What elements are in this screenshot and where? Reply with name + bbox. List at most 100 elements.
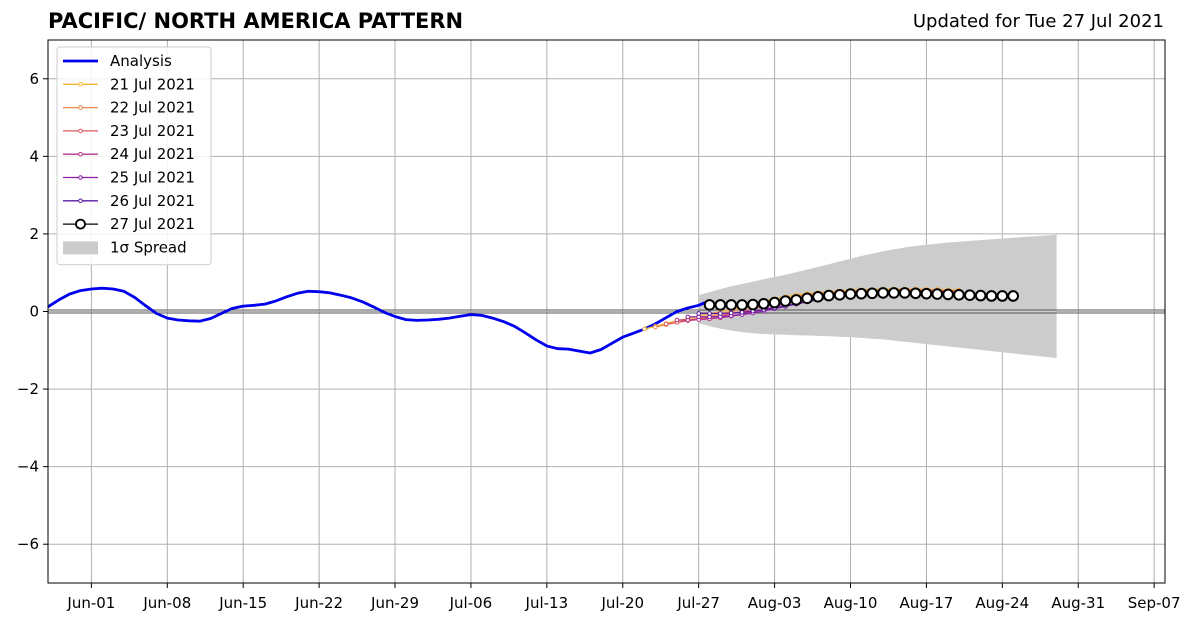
analysis-line (48, 286, 711, 355)
forecast-point (725, 299, 738, 311)
grid (48, 40, 1165, 583)
spread-band (698, 234, 1057, 358)
forecast-point (728, 310, 734, 316)
forecast-point (736, 299, 748, 311)
y-tick-label: −4 (17, 458, 39, 476)
legend-label: 22 Jul 2021 (110, 99, 195, 117)
legend-label: 27 Jul 2021 (110, 215, 195, 233)
forecast-point (674, 317, 680, 323)
x-tick-label: Jul-06 (449, 594, 493, 612)
legend-marker (78, 128, 83, 134)
x-tick-label: Aug-03 (748, 594, 802, 612)
forecast-27-jul-2021 (703, 287, 1019, 311)
forecast-point (812, 290, 824, 303)
forecast-point (779, 295, 792, 307)
legend-item: 25 Jul 2021 (63, 169, 195, 187)
legend-marker (78, 105, 83, 110)
forecast-point (696, 311, 701, 316)
legend-label: 25 Jul 2021 (110, 169, 195, 187)
forecast-point (714, 299, 727, 311)
legend-item: 26 Jul 2021 (63, 192, 195, 210)
forecast-point (663, 321, 669, 327)
forecast-point (757, 297, 770, 310)
x-tick-label: Aug-17 (900, 594, 954, 612)
spread-area (698, 234, 1057, 358)
legend-item: 24 Jul 2021 (63, 145, 195, 163)
forecast-point (877, 287, 889, 299)
x-tick-label: Jun-15 (218, 594, 267, 612)
x-tick-label: Aug-24 (975, 594, 1029, 612)
y-axis: −6 −4 −2 0 2 4 6 (17, 70, 48, 553)
legend-item: 1σ Spread (63, 238, 187, 256)
x-tick-label: Sep-07 (1128, 594, 1181, 612)
legend-item: 27 Jul 2021 (63, 215, 195, 233)
x-tick-label: Jul-27 (676, 594, 720, 612)
y-tick-label: 0 (29, 303, 39, 321)
x-axis: Jun-01 Jun-08 Jun-15 Jun-22 Jun-29 Jul-06 Jul-… (66, 583, 1181, 612)
forecast-point (909, 287, 922, 300)
legend-marker (78, 151, 83, 157)
x-tick-label: Jul-13 (525, 594, 569, 612)
forecast-point (823, 289, 835, 302)
legend-item: 23 Jul 2021 (63, 122, 195, 140)
forecast-point (768, 296, 781, 309)
legend-swatch (63, 241, 98, 255)
legend-marker (78, 175, 83, 180)
legend-label: 26 Jul 2021 (110, 192, 195, 210)
forecast-point (653, 324, 658, 330)
updated-label: Updated for Tue 27 Jul 2021 (912, 11, 1164, 32)
chart-title: PACIFIC/ NORTH AMERICA PATTERN (48, 9, 464, 33)
y-tick-label: 4 (29, 147, 39, 165)
forecast-point (866, 287, 878, 300)
x-tick-label: Jun-22 (294, 594, 343, 612)
x-tick-label: Aug-31 (1051, 594, 1105, 612)
forecast-point (974, 289, 987, 302)
legend-item: 22 Jul 2021 (63, 99, 195, 117)
forecast-point (888, 287, 900, 299)
y-tick-label: −6 (17, 535, 39, 553)
legend-item: 21 Jul 2021 (63, 75, 195, 93)
legend-item: Analysis (63, 52, 172, 70)
forecast-point (953, 289, 965, 301)
legend-label: 21 Jul 2021 (110, 75, 195, 93)
x-tick-label: Jul-20 (600, 594, 644, 612)
analysis-series (48, 286, 711, 355)
legend-label: 23 Jul 2021 (110, 122, 195, 140)
forecast-point (718, 311, 723, 316)
forecast-point (833, 289, 846, 301)
x-tick-label: Jun-29 (370, 594, 419, 612)
forecast-point (963, 289, 976, 302)
forecast-point (703, 299, 716, 311)
forecast-point (747, 298, 759, 311)
forecast-point (801, 292, 813, 305)
forecast-point (920, 287, 933, 300)
forecast-point (790, 294, 803, 306)
legend-marker (75, 218, 86, 230)
forecast-point (855, 287, 868, 300)
forecast-series (642, 286, 1019, 332)
y-tick-label: 6 (29, 70, 39, 88)
x-tick-label: Jun-08 (142, 594, 191, 612)
forecast-point (739, 309, 745, 315)
forecast-point (931, 288, 944, 300)
legend-label: 1σ Spread (110, 238, 187, 256)
legend-label: 24 Jul 2021 (110, 145, 195, 163)
x-tick-label: Jun-01 (66, 594, 115, 612)
legend-box (56, 46, 212, 266)
forecast-point (985, 290, 998, 302)
legend-marker (78, 82, 83, 87)
y-tick-label: −2 (17, 380, 39, 398)
forecast-point (996, 290, 1009, 302)
forecast-point (685, 314, 691, 320)
forecast-point (898, 287, 911, 299)
y-tick-label: 2 (29, 225, 39, 243)
forecast-point (707, 311, 712, 316)
forecast-point (642, 326, 647, 332)
legend-label: Analysis (110, 52, 172, 70)
forecast-point (844, 288, 857, 300)
zero-line (48, 309, 1165, 314)
x-tick-label: Aug-10 (824, 594, 878, 612)
legend-marker (78, 198, 83, 204)
legend: Analysis 21 Jul 2021 22 Jul 2021 23 Jul 202… (56, 46, 212, 266)
